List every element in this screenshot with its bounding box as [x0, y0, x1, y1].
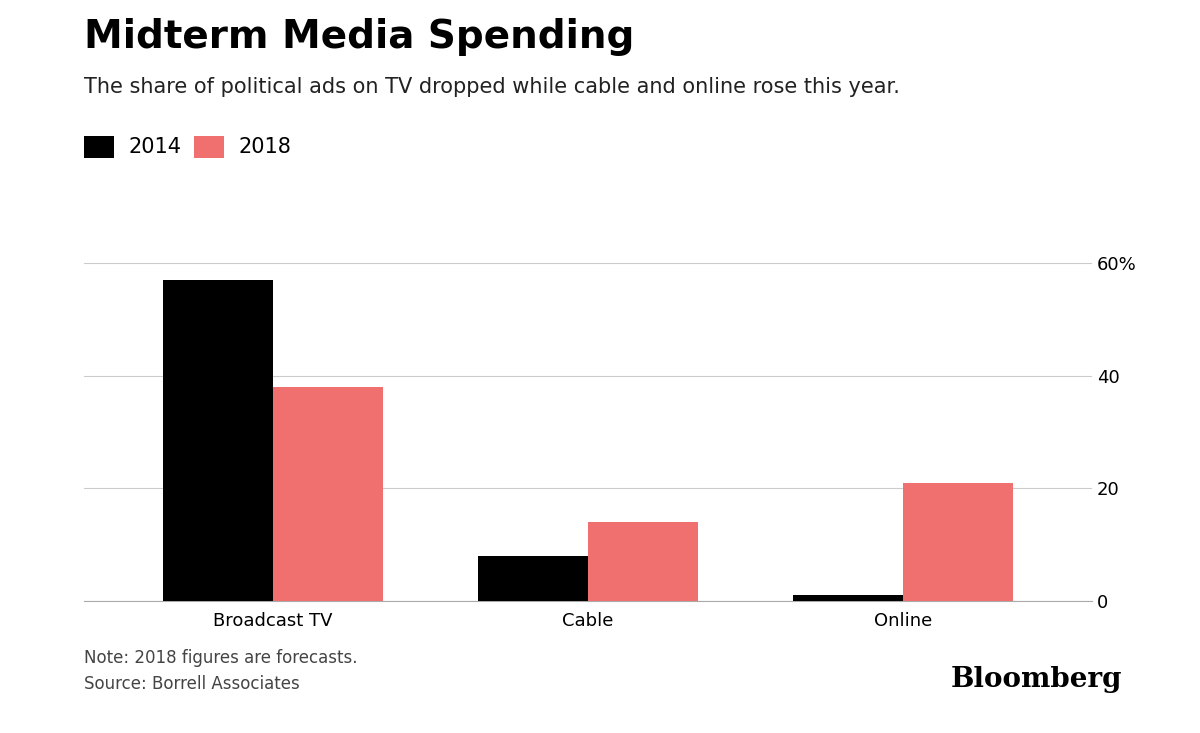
Bar — [793, 595, 904, 601]
Text: Note: 2018 figures are forecasts.
Source: Borrell Associates: Note: 2018 figures are forecasts. Source… — [84, 649, 358, 693]
Bar — [902, 482, 1013, 601]
Text: 2014: 2014 — [128, 136, 181, 157]
Bar — [163, 280, 274, 601]
Bar — [478, 556, 588, 601]
Text: The share of political ads on TV dropped while cable and online rose this year.: The share of political ads on TV dropped… — [84, 77, 900, 97]
Text: Bloomberg: Bloomberg — [950, 666, 1122, 693]
Bar — [274, 387, 383, 601]
Text: Midterm Media Spending: Midterm Media Spending — [84, 18, 635, 56]
Bar — [588, 522, 698, 601]
Text: 2018: 2018 — [239, 136, 292, 157]
